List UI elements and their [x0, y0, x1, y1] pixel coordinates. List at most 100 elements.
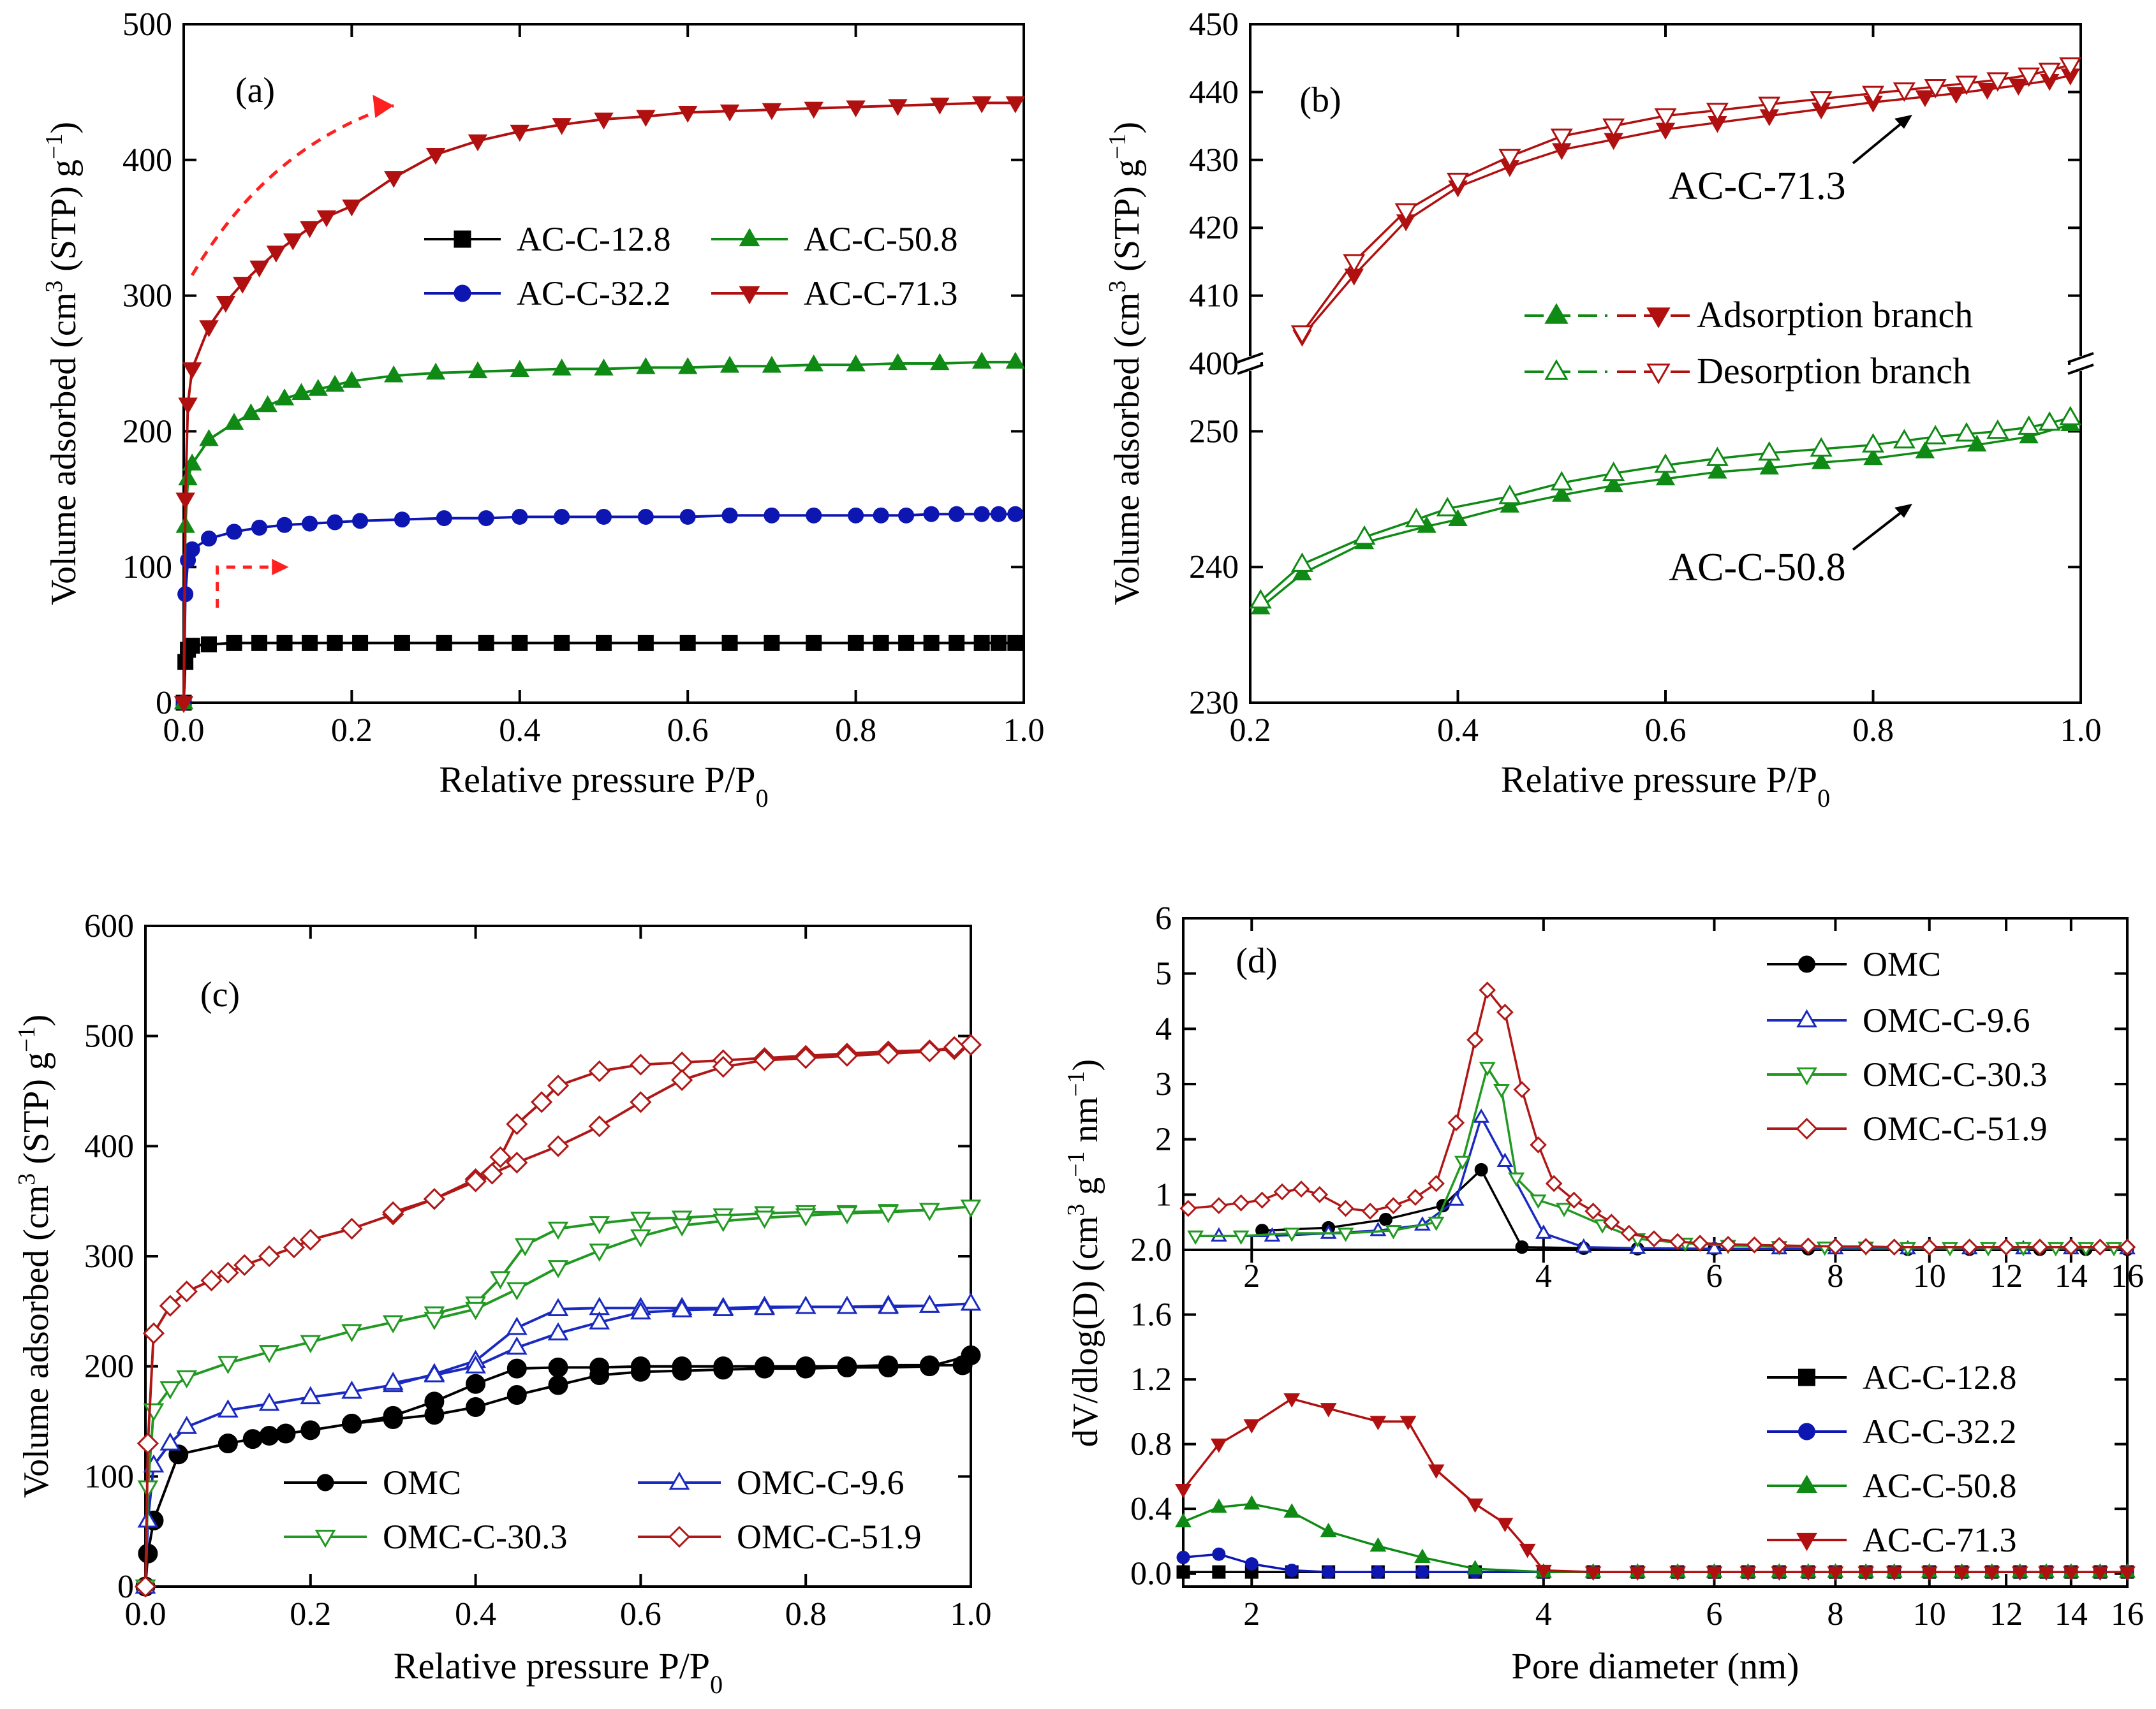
- series-AC-C-32.2-point: [1322, 1565, 1336, 1579]
- series-AC-C-50.8-adsorption-point: [1759, 457, 1779, 475]
- series-AC-C-71.3-desorption-point: [1498, 149, 1521, 169]
- series-OMC-C-51.9-point: [1385, 1197, 1402, 1215]
- series-OMC-C-51.9-point: [588, 1060, 610, 1083]
- legend-label: AC-C-71.3: [1863, 1521, 2017, 1559]
- series-OMC-C-51.9-point: [341, 1217, 363, 1240]
- series-AC-C-50.8-desorption-point: [2018, 415, 2041, 435]
- y-tick-label: 230: [1189, 685, 1239, 721]
- y-axis-label: Volume adsorbed (cm3 (STP) g−1): [13, 1015, 56, 1498]
- y-tick-label: 240: [1189, 549, 1239, 585]
- series-OMC-C-51.9-point: [1273, 1183, 1291, 1201]
- series-AC-C-71.3-point: [174, 696, 194, 714]
- series-AC-C-32.2-point: [327, 514, 343, 531]
- dashed-arrow-upper: [191, 104, 395, 276]
- series-AC-C-71.3-point: [720, 104, 740, 122]
- series-AC-C-50.8-point: [468, 361, 488, 379]
- series-OMC-C-51.9-point: [1645, 1230, 1663, 1248]
- series-AC-C-12.8-point: [512, 634, 528, 651]
- x-tick-label: 14: [2055, 1258, 2088, 1295]
- series-AC-C-50.8-adsorption-point: [1708, 462, 1727, 479]
- legend-label: OMC-C-30.3: [1863, 1055, 2048, 1094]
- legend-label: OMC-C-51.9: [1863, 1110, 2048, 1148]
- series-OMC-C-30.3-point: [2015, 1242, 2032, 1257]
- x-tick-label: 0.0: [125, 1596, 166, 1632]
- series-AC-C-50.8-desorption-line: [1260, 416, 2071, 602]
- series-AC-C-71.3-point: [384, 171, 404, 188]
- series-AC-C-71.3-point: [846, 100, 866, 118]
- series-OMC-C-30.3-point: [1899, 1242, 1916, 1257]
- annotation-arrow: [1852, 509, 1905, 551]
- series-AC-C-32.2-point: [990, 506, 1007, 522]
- series-AC-C-50.8-point: [1175, 1513, 1192, 1528]
- series-AC-C-50.8-desorption-point: [1893, 429, 1916, 449]
- series-AC-C-50.8-point: [308, 379, 328, 396]
- series-AC-C-71.3-desorption-point: [1654, 108, 1677, 128]
- series-OMC-C-30.3-point: [547, 1221, 569, 1240]
- series-AC-C-32.2-point: [554, 508, 570, 525]
- series-OMC-C-51.9-point: [1361, 1202, 1379, 1220]
- series-OMC-C-51.9-point: [506, 1113, 528, 1135]
- series-AC-C-71.3-point: [804, 101, 823, 119]
- series-AC-C-50.8-desorption-point: [1758, 441, 1781, 461]
- series-AC-C-71.3-adsorption-point: [1946, 87, 1966, 104]
- legend-label: AC-C-50.8: [1863, 1467, 2017, 1505]
- series-OMC-C-51.9-point: [547, 1135, 570, 1157]
- series-OMC-C-30.3-point: [1187, 1230, 1204, 1245]
- series-OMC-C-51.9-point: [1584, 1202, 1602, 1220]
- series-OMC-C-9.6-point: [1535, 1224, 1552, 1239]
- x-tick-label: 8: [1827, 1258, 1843, 1295]
- series-AC-C-12.8-point: [478, 634, 494, 651]
- y-tick-label: 400: [84, 1128, 134, 1164]
- series-AC-C-50.8-desorption-point: [1436, 497, 1459, 517]
- series-AC-C-12.8-point: [873, 634, 889, 651]
- series-OMC-C-30.3-point: [143, 1403, 165, 1422]
- series-OMC-point: [300, 1420, 321, 1441]
- y-tick-label: 100: [84, 1458, 134, 1495]
- series-OMC-C-9.6-point: [159, 1432, 181, 1451]
- series-OMC-C-51.9-point: [134, 1575, 157, 1598]
- series-OMC-C-30.3-point: [1385, 1224, 1402, 1240]
- series-OMC-C-9.6-point: [300, 1386, 321, 1405]
- series-AC-C-50.8-point: [178, 468, 198, 486]
- series-OMC-C-30.3-point: [1980, 1242, 1997, 1257]
- series-AC-C-71.3-desorption-point: [1602, 118, 1625, 138]
- series-AC-C-32.2-point: [302, 515, 318, 532]
- x-tick-label: 0.6: [620, 1596, 661, 1632]
- series-OMC-C-30.3-point: [547, 1260, 569, 1279]
- series-AC-C-71.3-point: [425, 147, 446, 165]
- series-OMC-C-51.9-point: [670, 1051, 693, 1074]
- arrow-head-lower: [272, 559, 289, 575]
- y-tick-label: 1.2: [1130, 1361, 1172, 1398]
- series-AC-C-32.2-point: [1415, 1565, 1429, 1579]
- series-OMC-C-51.9-point: [2062, 1238, 2080, 1256]
- series-OMC-C-51.9-point: [142, 1322, 165, 1344]
- series-AC-C-71.3-point: [232, 277, 253, 294]
- series-OMC-C-30.3-point: [919, 1203, 940, 1221]
- series-OMC-C-51.9-point: [2118, 1238, 2136, 1256]
- series-AC-C-50.8-adsorption-point: [1811, 452, 1831, 469]
- series-AC-C-32.2-point: [436, 510, 452, 527]
- series-AC-C-50.8-point: [1210, 1498, 1227, 1513]
- y-tick-label: 450: [1189, 6, 1239, 43]
- series-AC-C-50.8-point: [930, 353, 950, 370]
- series-AC-C-71.3-point: [1827, 1566, 1844, 1581]
- series-AC-C-71.3-point: [1983, 1566, 2000, 1581]
- series-AC-C-12.8-point: [898, 634, 915, 651]
- legend-marker: [1796, 1117, 1818, 1140]
- series-OMC-C-9.6-point: [382, 1372, 404, 1390]
- series-OMC-C-30.3-point: [1283, 1228, 1301, 1242]
- series-AC-C-12.8-point: [394, 634, 410, 651]
- series-AC-C-32.2-point: [973, 506, 990, 522]
- series-OMC-C-30.3-point: [1479, 1062, 1496, 1076]
- series-AC-C-12.8-point: [226, 634, 242, 651]
- y-axis-label: dV/dlog(D) (cm3 g−1 nm−1): [1063, 1059, 1105, 1447]
- x-tick-label: 0.2: [290, 1596, 331, 1632]
- series-OMC-C-9.6-point: [258, 1392, 280, 1411]
- series-AC-C-50.8-desorption-point: [1986, 419, 2009, 439]
- series-AC-C-71.3-point: [1320, 1403, 1337, 1418]
- series-OMC-C-51.9-point: [175, 1280, 198, 1303]
- series-AC-C-50.8-adsorption-point: [2019, 426, 2039, 444]
- series-OMC-C-51.9-point: [1669, 1233, 1687, 1251]
- series-AC-C-50.8-point: [804, 354, 823, 372]
- series-AC-C-50.8-point: [1414, 1548, 1431, 1564]
